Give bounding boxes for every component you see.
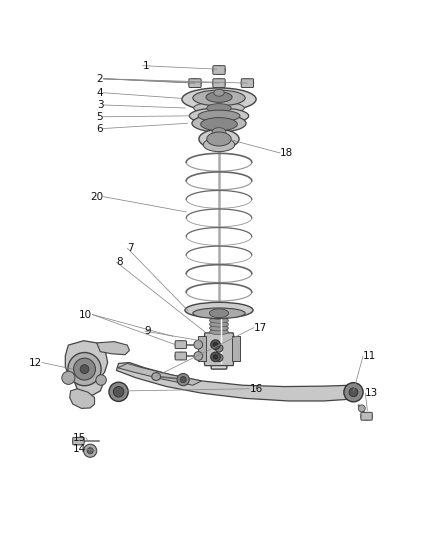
Text: 14: 14 — [73, 444, 86, 454]
FancyBboxPatch shape — [211, 313, 227, 369]
Ellipse shape — [113, 386, 124, 397]
Ellipse shape — [96, 375, 106, 385]
FancyBboxPatch shape — [175, 352, 187, 360]
Ellipse shape — [209, 326, 229, 331]
Ellipse shape — [213, 66, 225, 74]
Ellipse shape — [215, 354, 223, 362]
Ellipse shape — [80, 365, 89, 374]
Polygon shape — [70, 389, 95, 408]
Text: 20: 20 — [90, 192, 103, 201]
Text: 6: 6 — [97, 124, 103, 134]
Ellipse shape — [201, 118, 237, 131]
Ellipse shape — [84, 444, 97, 457]
Ellipse shape — [62, 372, 75, 384]
Ellipse shape — [211, 340, 220, 350]
Text: 16: 16 — [250, 384, 263, 394]
FancyBboxPatch shape — [213, 79, 225, 87]
Ellipse shape — [212, 128, 226, 136]
Ellipse shape — [344, 383, 363, 402]
FancyBboxPatch shape — [189, 79, 201, 87]
Ellipse shape — [182, 88, 256, 111]
Text: 7: 7 — [127, 243, 134, 253]
Polygon shape — [65, 341, 108, 395]
Ellipse shape — [211, 352, 220, 362]
Text: 15: 15 — [73, 433, 86, 442]
Ellipse shape — [194, 102, 244, 114]
Ellipse shape — [203, 138, 235, 152]
Ellipse shape — [213, 343, 218, 347]
FancyBboxPatch shape — [212, 123, 226, 133]
Text: 17: 17 — [254, 322, 267, 333]
Text: 12: 12 — [29, 358, 42, 368]
Ellipse shape — [68, 352, 101, 386]
Ellipse shape — [175, 341, 187, 349]
Polygon shape — [97, 342, 130, 354]
Ellipse shape — [213, 354, 218, 359]
Ellipse shape — [213, 79, 225, 87]
Ellipse shape — [194, 352, 203, 360]
Ellipse shape — [209, 322, 229, 327]
Text: 10: 10 — [79, 310, 92, 319]
Ellipse shape — [193, 308, 245, 318]
Ellipse shape — [199, 130, 239, 149]
Ellipse shape — [198, 110, 240, 122]
Text: 13: 13 — [365, 388, 378, 398]
Ellipse shape — [175, 352, 187, 360]
Ellipse shape — [361, 413, 372, 420]
Polygon shape — [118, 364, 201, 385]
Text: 1: 1 — [143, 61, 149, 71]
FancyBboxPatch shape — [175, 341, 187, 349]
Ellipse shape — [209, 309, 229, 318]
Text: 4: 4 — [97, 88, 103, 98]
Ellipse shape — [194, 340, 203, 349]
Ellipse shape — [358, 405, 365, 412]
Ellipse shape — [180, 376, 186, 383]
Ellipse shape — [214, 89, 224, 96]
Ellipse shape — [209, 329, 229, 335]
Ellipse shape — [185, 302, 253, 318]
Ellipse shape — [192, 115, 246, 132]
Text: 9: 9 — [145, 326, 152, 336]
Ellipse shape — [177, 374, 189, 386]
Polygon shape — [198, 336, 206, 361]
Polygon shape — [232, 336, 240, 361]
Ellipse shape — [189, 79, 201, 87]
Ellipse shape — [109, 382, 128, 401]
Ellipse shape — [73, 438, 84, 445]
Text: 3: 3 — [97, 100, 103, 110]
Ellipse shape — [207, 132, 231, 146]
Ellipse shape — [74, 358, 95, 380]
FancyBboxPatch shape — [213, 66, 225, 75]
Text: 11: 11 — [363, 351, 376, 361]
FancyBboxPatch shape — [73, 438, 84, 445]
Ellipse shape — [209, 314, 229, 319]
Ellipse shape — [207, 103, 231, 112]
Ellipse shape — [189, 108, 249, 124]
Polygon shape — [203, 333, 235, 366]
Ellipse shape — [209, 318, 229, 323]
Ellipse shape — [206, 92, 232, 102]
Text: 2: 2 — [97, 74, 103, 84]
Ellipse shape — [349, 388, 358, 397]
Ellipse shape — [87, 448, 93, 454]
Ellipse shape — [152, 373, 160, 381]
Polygon shape — [117, 362, 357, 401]
Ellipse shape — [215, 344, 223, 352]
Text: 8: 8 — [117, 257, 123, 267]
Text: 5: 5 — [97, 112, 103, 122]
Text: 18: 18 — [280, 148, 293, 158]
FancyBboxPatch shape — [361, 413, 372, 420]
FancyBboxPatch shape — [241, 79, 254, 87]
Ellipse shape — [241, 79, 254, 87]
Ellipse shape — [193, 90, 245, 106]
